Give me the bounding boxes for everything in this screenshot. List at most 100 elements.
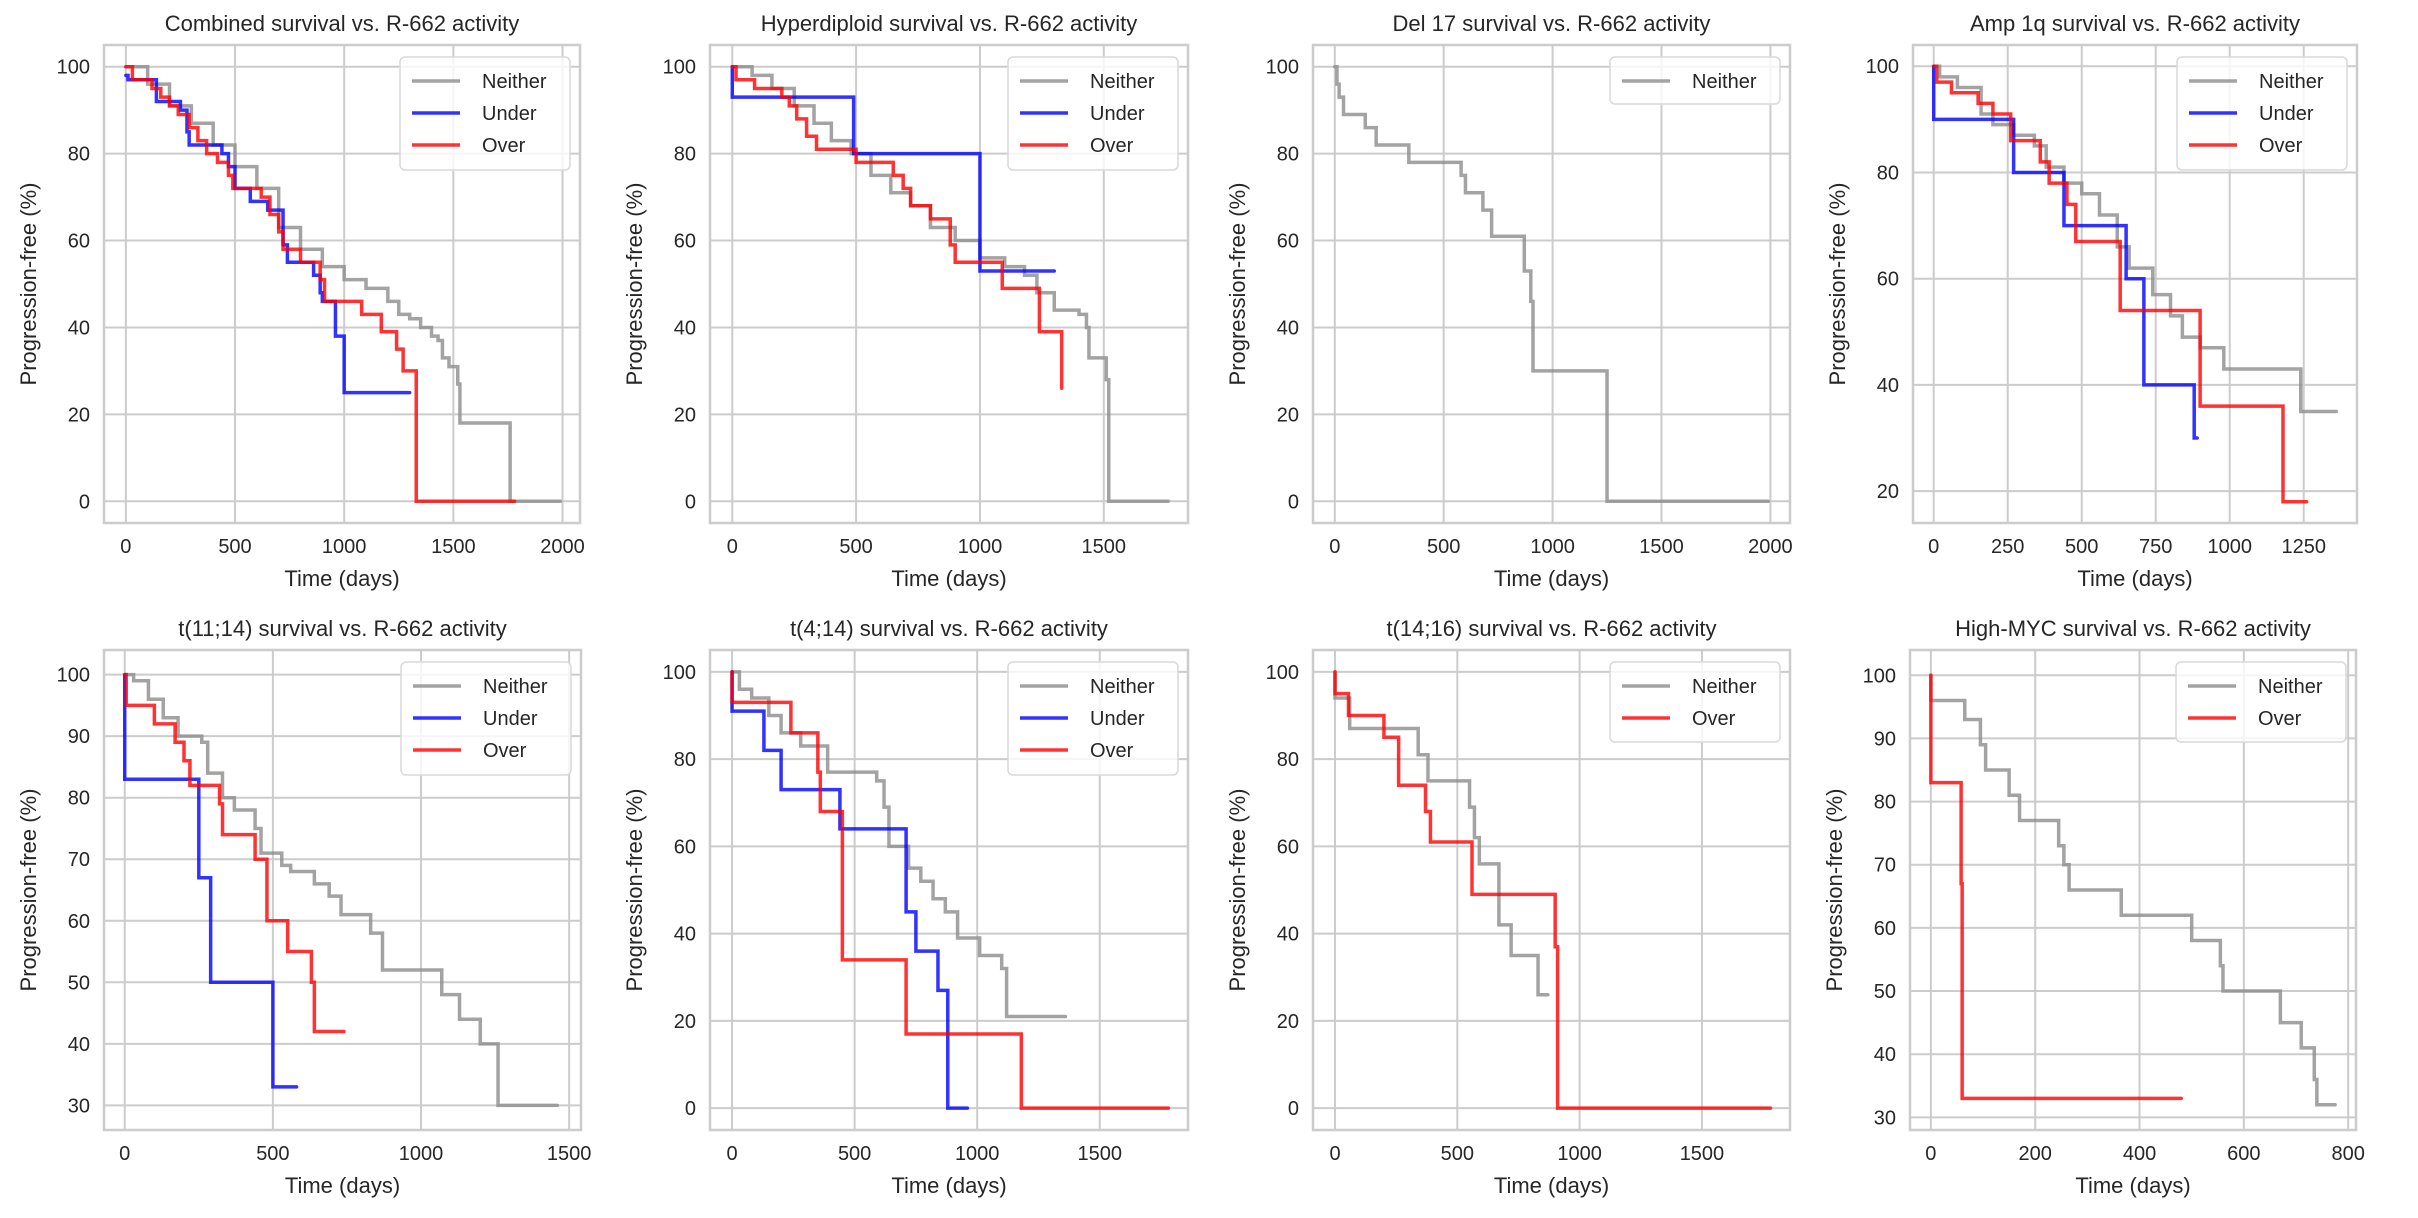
y-tick-label: 100	[663, 662, 696, 684]
plot-frame	[708, 648, 1190, 1132]
series-line-neither	[1333, 670, 1550, 997]
x-tick-label: 2000	[1748, 536, 1793, 558]
x-tick-label: 250	[1991, 536, 2024, 558]
x-axis-label: Time (days)	[1494, 566, 1609, 591]
x-axis-label: Time (days)	[2075, 1173, 2190, 1198]
legend-label: Over	[483, 740, 527, 762]
x-tick-label: 1000	[2207, 536, 2252, 558]
y-tick-label: 80	[1877, 162, 1899, 184]
y-tick-label: 80	[68, 788, 90, 810]
y-axis-label: Progression-free (%)	[622, 789, 647, 992]
series-line-over	[1929, 673, 2183, 1101]
y-tick-label: 0	[1288, 1098, 1299, 1120]
x-tick-label: 1000	[955, 1143, 1000, 1165]
legend-label: Over	[1090, 740, 1134, 762]
chart-panel-3: 0 500 1000 1500 2000 0 20 40 60 80 100 Del 17 survi…	[1225, 11, 1793, 591]
y-tick-label: 40	[68, 317, 90, 339]
legend-box	[1007, 56, 1179, 171]
y-axis-label: Progression-free (%)	[1822, 789, 1847, 992]
x-tick-label: 500	[2065, 536, 2098, 558]
chart-title: t(11;14) survival vs. R-662 activity	[178, 616, 506, 641]
y-tick-label: 40	[1277, 317, 1299, 339]
legend-box	[1007, 661, 1179, 776]
legend: Neither Under Over	[400, 661, 572, 776]
y-tick-label: 60	[674, 836, 696, 858]
y-tick-label: 80	[1277, 144, 1299, 166]
chart-panel-1: 0 500 1000 1500 2000 0 20 40 60 80 100 Combined sur…	[16, 11, 585, 591]
legend-label: Over	[2258, 708, 2302, 730]
series-line-over	[1931, 64, 2309, 504]
legend-label: Neither	[2258, 676, 2323, 698]
x-tick-label: 1500	[1082, 536, 1127, 558]
plot-frame	[102, 648, 583, 1132]
chart-panel-8: 0 200 400 600 800 30 40 50 60 70 80 90 100 High-MYC s…	[1822, 616, 2365, 1198]
y-tick-label: 30	[1874, 1107, 1896, 1129]
y-tick-label: 80	[1277, 749, 1299, 771]
x-tick-label: 1000	[1557, 1143, 1602, 1165]
y-tick-label: 80	[68, 144, 90, 166]
x-axis-label: Time (days)	[2077, 566, 2192, 591]
x-tick-label: 0	[119, 1143, 130, 1165]
legend-label: Over	[2259, 135, 2303, 157]
legend-box	[2176, 56, 2348, 171]
legend-label: Under	[1090, 708, 1145, 730]
x-axis-label: Time (days)	[891, 1173, 1006, 1198]
y-tick-label: 100	[1866, 56, 1899, 78]
y-tick-label: 40	[1877, 375, 1899, 397]
y-tick-label: 100	[57, 57, 90, 79]
chart-panel-2: 0 500 1000 1500 0 20 40 60 80 100 Hyperdiploid sur…	[622, 11, 1190, 591]
plot-frame	[102, 43, 582, 525]
chart-title: Amp 1q survival vs. R-662 activity	[1970, 11, 2300, 36]
x-tick-label: 500	[218, 536, 251, 558]
x-tick-label: 0	[1329, 1143, 1340, 1165]
chart-title: t(4;14) survival vs. R-662 activity	[790, 616, 1108, 641]
chart-panel-5: 0 500 1000 1500 30 40 50 60 70 80 90 100 t(11;14) su…	[16, 616, 591, 1198]
x-tick-label: 500	[1427, 536, 1460, 558]
plot-frame	[1911, 43, 2359, 525]
y-tick-label: 20	[68, 404, 90, 426]
legend-box	[400, 661, 572, 776]
legend-label: Neither	[483, 676, 548, 698]
series-line-under	[122, 672, 299, 1089]
x-tick-label: 400	[2123, 1143, 2156, 1165]
series-line-under	[124, 73, 412, 395]
y-tick-label: 40	[1874, 1044, 1896, 1066]
y-tick-label: 30	[68, 1095, 90, 1117]
y-tick-label: 0	[685, 491, 696, 513]
y-tick-label: 90	[1874, 728, 1896, 750]
y-tick-label: 20	[1277, 404, 1299, 426]
legend: Neither Under Over	[2176, 56, 2348, 171]
legend: Neither Over	[1609, 661, 1781, 743]
series-line-under	[730, 64, 1057, 273]
x-axis-label: Time (days)	[891, 566, 1006, 591]
series-line-neither	[1931, 64, 2339, 414]
y-axis-label: Progression-free (%)	[16, 183, 41, 386]
series-line-over	[730, 64, 1064, 391]
x-tick-label: 2000	[540, 536, 585, 558]
legend: Neither	[1609, 56, 1781, 105]
y-axis-label: Progression-free (%)	[622, 183, 647, 386]
y-tick-label: 100	[1266, 57, 1299, 79]
legend-label: Neither	[1692, 676, 1757, 698]
chart-title: Combined survival vs. R-662 activity	[165, 11, 520, 36]
y-axis-label: Progression-free (%)	[1225, 183, 1250, 386]
y-tick-label: 20	[1877, 481, 1899, 503]
y-axis-label: Progression-free (%)	[1225, 789, 1250, 992]
chart-panel-6: 0 500 1000 1500 0 20 40 60 80 100 t(4;14) survival…	[622, 616, 1190, 1198]
x-tick-label: 600	[2227, 1143, 2260, 1165]
x-tick-label: 500	[839, 536, 872, 558]
y-tick-label: 80	[674, 749, 696, 771]
legend-box	[1609, 661, 1781, 743]
x-tick-label: 1500	[547, 1143, 592, 1165]
series-line-over	[1333, 670, 1773, 1110]
y-tick-label: 60	[674, 231, 696, 253]
series-line-under	[730, 670, 970, 1110]
series-line-neither	[1929, 673, 2337, 1107]
y-tick-label: 50	[1874, 981, 1896, 1003]
x-tick-label: 1000	[958, 536, 1003, 558]
legend-box	[1609, 56, 1781, 105]
legend-label: Neither	[1692, 71, 1757, 93]
x-tick-label: 200	[2019, 1143, 2052, 1165]
y-tick-label: 60	[1277, 231, 1299, 253]
chart-title: t(14;16) survival vs. R-662 activity	[1386, 616, 1716, 641]
